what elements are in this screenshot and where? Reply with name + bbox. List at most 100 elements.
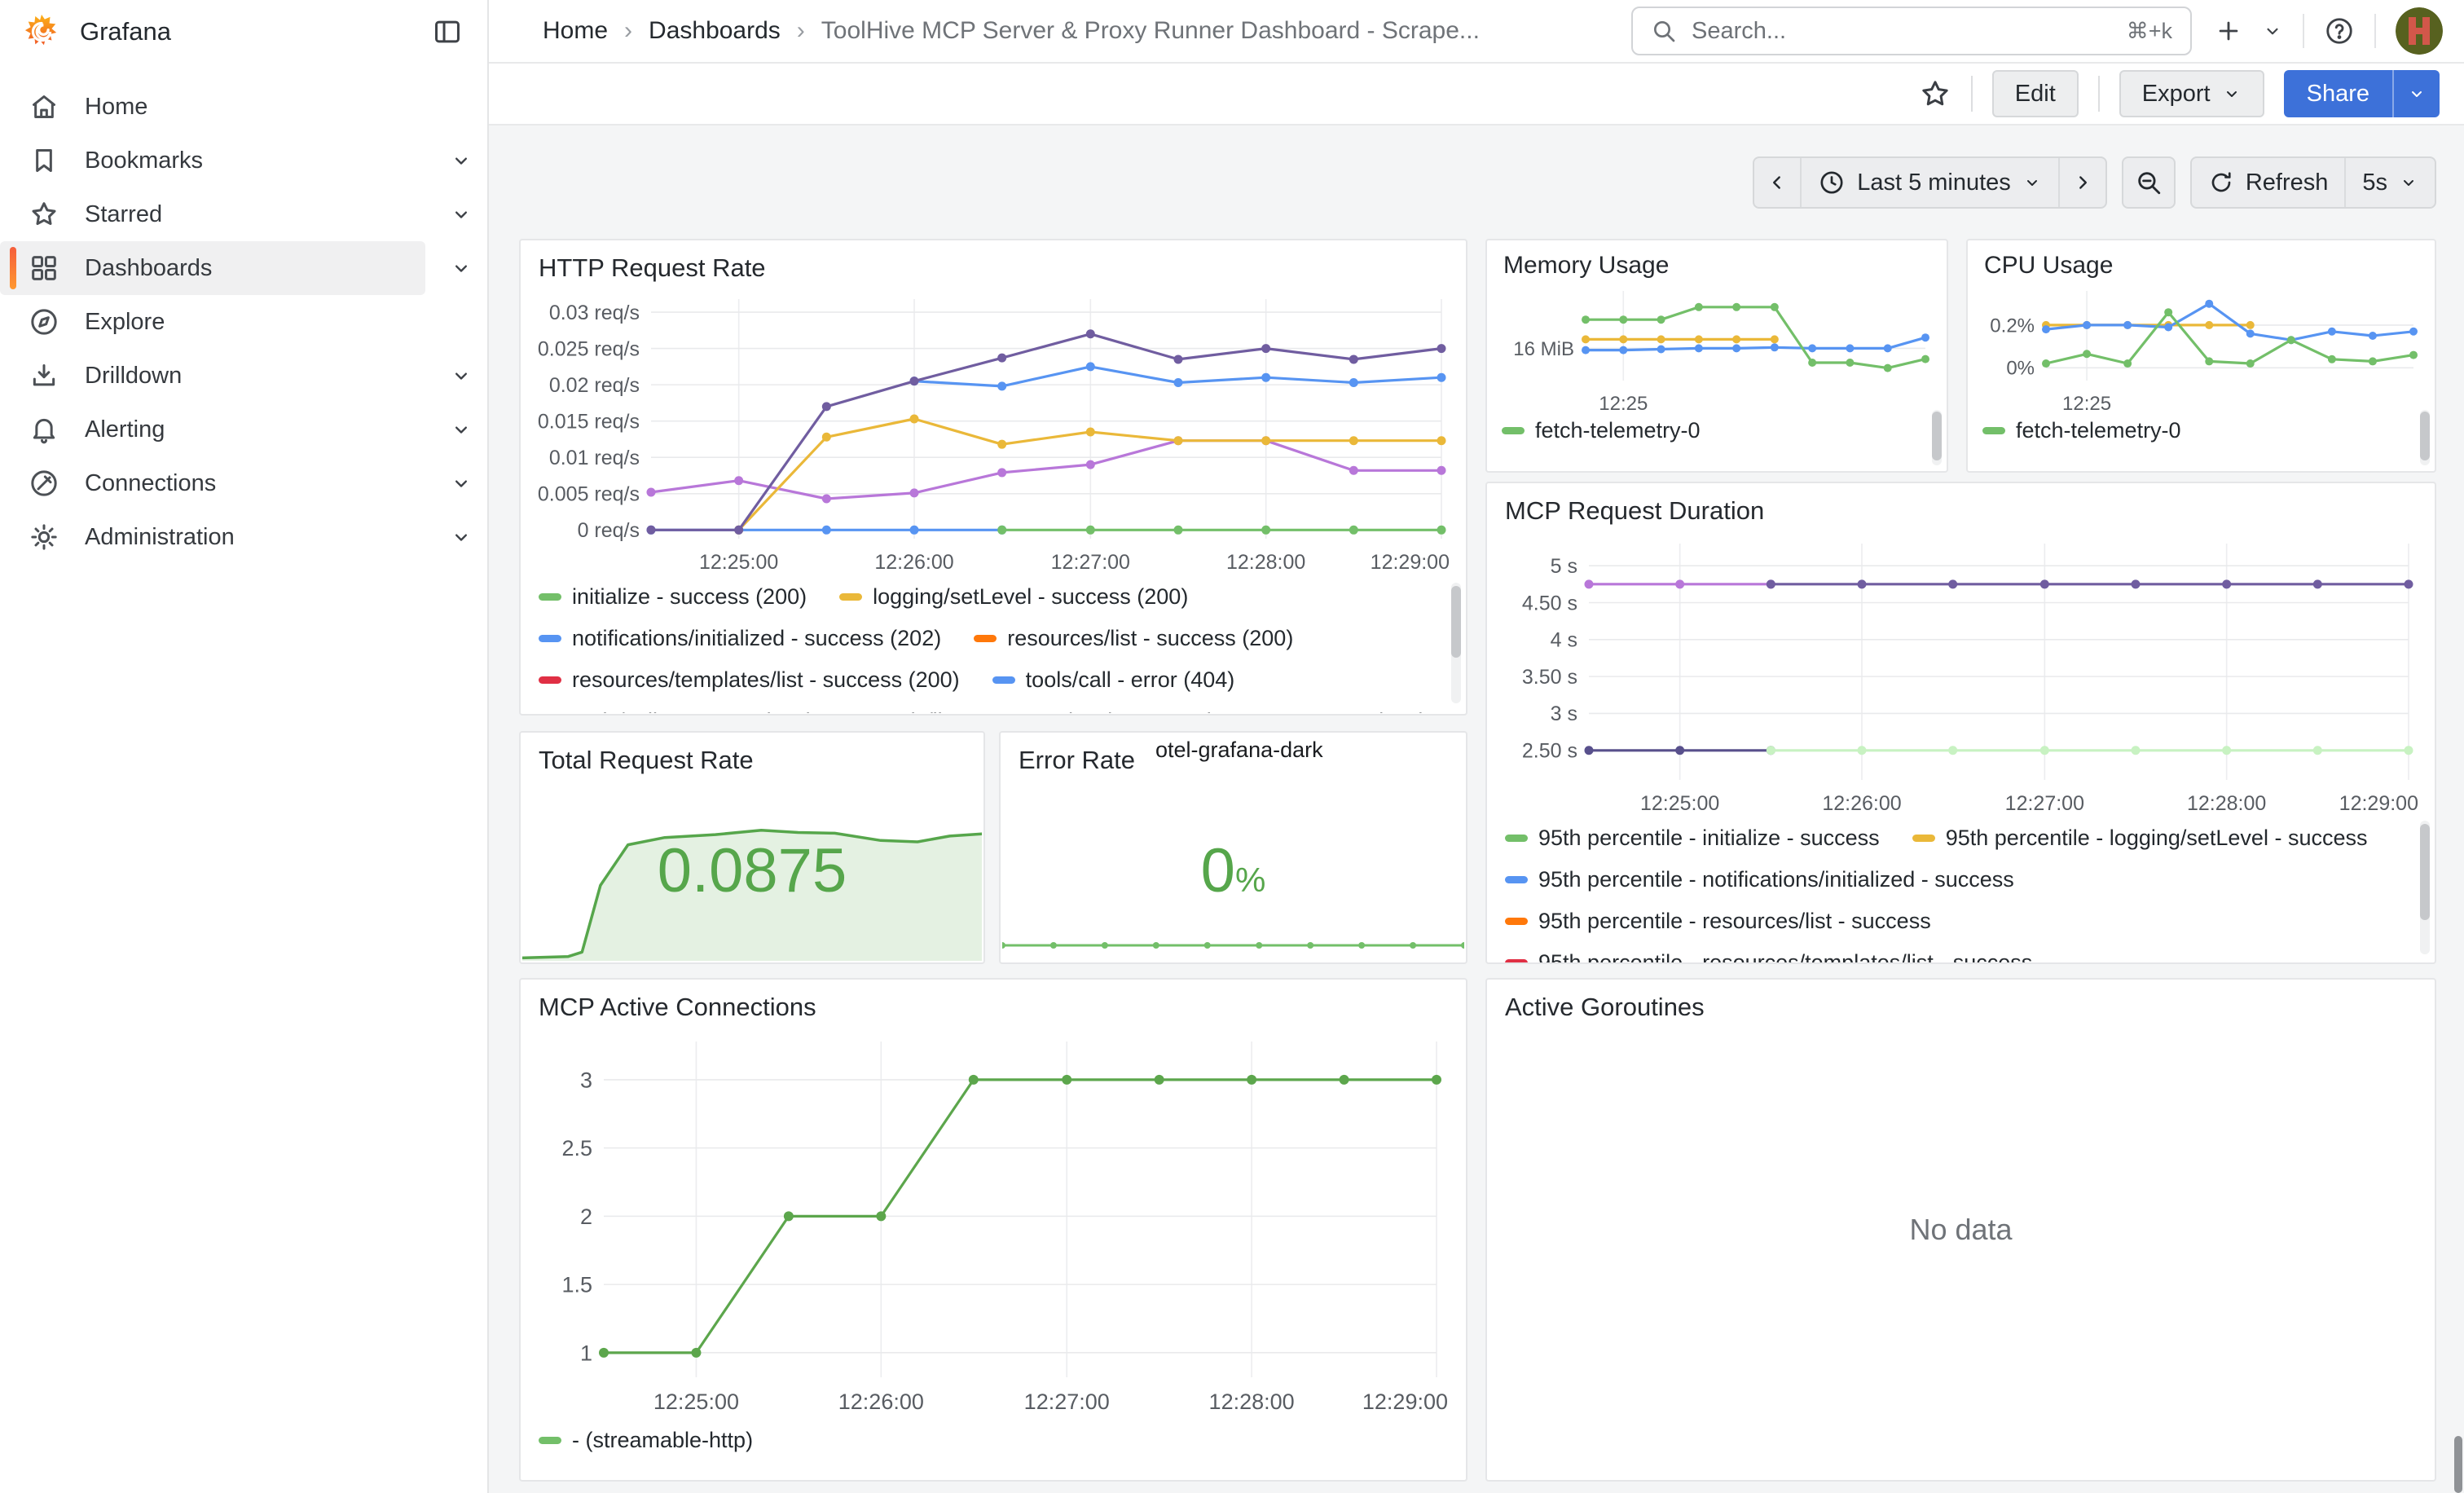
legend-item[interactable]: 95th percentile - resources/templates/li… bbox=[1505, 950, 2032, 962]
sidebar-item-alerting[interactable]: Alerting bbox=[0, 403, 467, 456]
svg-text:12:26:00: 12:26:00 bbox=[838, 1390, 924, 1414]
divider bbox=[1970, 76, 1973, 112]
panel-title: Memory Usage bbox=[1503, 252, 1670, 279]
chevron-down-icon bbox=[2226, 91, 2237, 97]
http-legend: initialize - success (200) logging/setLev… bbox=[521, 575, 1466, 713]
edit-button[interactable]: Edit bbox=[1991, 70, 2079, 117]
legend-item[interactable]: fetch-telemetry-0 bbox=[1982, 418, 2181, 443]
sidebar-item-home[interactable]: Home bbox=[0, 80, 425, 134]
legend-item[interactable]: tools/list - success (200) bbox=[847, 709, 1116, 713]
svg-text:12:28:00: 12:28:00 bbox=[2187, 792, 2266, 815]
chevron-down-icon[interactable] bbox=[450, 526, 473, 548]
user-avatar[interactable] bbox=[2396, 7, 2443, 55]
legend-item[interactable]: 95th percentile - initialize - success bbox=[1505, 826, 1880, 851]
svg-text:12:25:00: 12:25:00 bbox=[653, 1390, 739, 1414]
refresh-button[interactable]: Refresh bbox=[2192, 158, 2345, 207]
total-request-rate-sparkline bbox=[521, 813, 983, 961]
legend-item[interactable]: resources/list - success (200) bbox=[974, 626, 1293, 651]
legend-item[interactable]: tools/call - error (404) bbox=[992, 667, 1234, 693]
chevron-down-icon[interactable] bbox=[450, 418, 473, 441]
svg-text:12:29:00: 12:29:00 bbox=[2339, 792, 2418, 815]
legend-item[interactable]: 95th percentile - resources/list - succe… bbox=[1505, 909, 1931, 934]
legend-item[interactable]: notifications/initialized - success (202… bbox=[539, 626, 941, 651]
svg-text:12:25:00: 12:25:00 bbox=[699, 551, 778, 574]
panel-title: Total Request Rate bbox=[539, 746, 754, 774]
svg-text:0.015 req/s: 0.015 req/s bbox=[538, 410, 640, 433]
legend-item[interactable]: unknown - success (200) bbox=[1149, 709, 1427, 713]
legend-scrollbar-thumb[interactable] bbox=[2420, 824, 2430, 920]
legend-label: - (streamable-http) bbox=[572, 1428, 754, 1452]
svg-text:12:29:00: 12:29:00 bbox=[1371, 551, 1450, 574]
breadcrumb-item[interactable]: Dashboards bbox=[649, 17, 781, 44]
chevron-down-icon[interactable] bbox=[450, 203, 473, 226]
svg-text:0.025 req/s: 0.025 req/s bbox=[538, 337, 640, 360]
legend-item[interactable]: - (streamable-http) bbox=[539, 1428, 753, 1453]
svg-text:12:27:00: 12:27:00 bbox=[1051, 551, 1130, 574]
no-data-message: No data bbox=[1909, 1213, 2013, 1246]
chevron-down-icon[interactable] bbox=[450, 257, 473, 280]
export-button[interactable]: Export bbox=[2119, 70, 2264, 117]
time-forward-button[interactable] bbox=[2057, 158, 2105, 207]
sidebar-item-drilldown[interactable]: Drilldown bbox=[0, 349, 467, 403]
chevron-down-icon bbox=[2404, 180, 2413, 186]
breadcrumb-item[interactable]: Home bbox=[543, 17, 609, 44]
sidebar-item-dashboards[interactable]: Dashboards bbox=[0, 241, 467, 295]
chevron-down-icon[interactable] bbox=[450, 149, 473, 172]
sidebar-item-administration[interactable]: Administration bbox=[0, 510, 467, 564]
favorite-star-icon[interactable] bbox=[1919, 77, 1951, 110]
svg-text:12:27:00: 12:27:00 bbox=[2005, 792, 2084, 815]
error-rate-value: 0% bbox=[1200, 836, 1266, 905]
legend-item[interactable]: 95th percentile - logging/setLevel - suc… bbox=[1912, 826, 2367, 851]
svg-text:0.2%: 0.2% bbox=[1990, 315, 2035, 337]
svg-text:5 s: 5 s bbox=[1551, 555, 1577, 578]
chevron-down-icon[interactable] bbox=[450, 364, 473, 387]
svg-text:2: 2 bbox=[580, 1205, 592, 1229]
legend-item[interactable]: resources/templates/list - success (200) bbox=[539, 667, 960, 693]
sidebar-item-starred[interactable]: Starred bbox=[0, 187, 467, 241]
time-range-picker[interactable]: Last 5 minutes bbox=[1800, 158, 2058, 207]
add-chevron-down-icon[interactable] bbox=[2262, 20, 2283, 42]
http-request-rate-chart[interactable]: 0 req/s 0.005 req/s 0.01 req/s 0.015 req/s 0… bbox=[537, 288, 1450, 575]
error-rate-sparkline bbox=[1001, 933, 1466, 958]
share-button[interactable]: Share bbox=[2283, 70, 2440, 117]
mcp-request-duration-chart[interactable]: 5 s 4.50 s 4 s 3.50 s 3 s 2.50 s 12:25:00 12:26… bbox=[1503, 531, 2418, 816]
refresh-interval-picker[interactable]: 5s bbox=[2344, 158, 2435, 207]
legend-swatch bbox=[539, 1437, 561, 1444]
sidebar-item-connections[interactable]: Connections bbox=[0, 456, 467, 510]
legend-item[interactable]: fetch-telemetry-0 bbox=[1502, 418, 1701, 443]
memory-usage-chart[interactable]: 16 MiB 12:25 bbox=[1500, 281, 1934, 415]
help-icon[interactable] bbox=[2324, 15, 2355, 46]
header-divider bbox=[2374, 14, 2376, 48]
legend-label: 95th percentile - initialize - success bbox=[1538, 826, 1880, 850]
add-button[interactable] bbox=[2215, 17, 2242, 45]
sidebar: Grafana Home Bookmarks Starred Dashboards Ex… bbox=[0, 0, 489, 1493]
zoom-out-button[interactable] bbox=[2123, 158, 2174, 207]
legend-label: initialize - success (200) bbox=[572, 584, 807, 609]
mcp-active-connections-chart[interactable]: 3 2.5 2 1.5 1 12:25:00 12:26:00 12:27:00 12:28:0… bbox=[539, 1027, 1448, 1416]
legend-item[interactable]: tools/call - success (200) bbox=[539, 709, 814, 713]
legend-swatch bbox=[1502, 427, 1525, 434]
legend-item[interactable]: 95th percentile - notifications/initiali… bbox=[1505, 867, 2014, 892]
chevron-down-icon[interactable] bbox=[450, 472, 473, 495]
panel-title: HTTP Request Rate bbox=[539, 253, 766, 282]
legend-label: fetch-telemetry-0 bbox=[1535, 418, 1701, 443]
dock-sidebar-icon[interactable] bbox=[432, 16, 463, 47]
search-box[interactable]: ⌘+k bbox=[1631, 7, 2192, 55]
sidebar-item-explore[interactable]: Explore bbox=[0, 295, 425, 349]
sidebar-item-bookmarks[interactable]: Bookmarks bbox=[0, 134, 467, 187]
search-input[interactable] bbox=[1690, 16, 2114, 46]
legend-item[interactable]: logging/setLevel - success (200) bbox=[839, 584, 1188, 610]
grafana-logo-icon[interactable] bbox=[23, 13, 60, 51]
share-chevron-down-icon[interactable] bbox=[2392, 70, 2440, 117]
legend-scrollbar-thumb[interactable] bbox=[1451, 586, 1461, 658]
legend-label: resources/templates/list - success (200) bbox=[572, 667, 960, 692]
legend-scrollbar-thumb[interactable] bbox=[1932, 412, 1942, 460]
cpu-usage-chart[interactable]: 0.2% 0% 12:25 bbox=[1981, 281, 2422, 415]
legend-item[interactable]: initialize - success (200) bbox=[539, 584, 807, 610]
page-scrollbar-thumb[interactable] bbox=[2454, 1436, 2462, 1493]
memory-legend: fetch-telemetry-0 bbox=[1487, 410, 1947, 457]
time-back-button[interactable] bbox=[1754, 158, 1800, 207]
legend-swatch bbox=[1982, 427, 2005, 434]
sidebar-item-label: Dashboards bbox=[85, 254, 213, 281]
legend-scrollbar-thumb[interactable] bbox=[2420, 412, 2430, 460]
